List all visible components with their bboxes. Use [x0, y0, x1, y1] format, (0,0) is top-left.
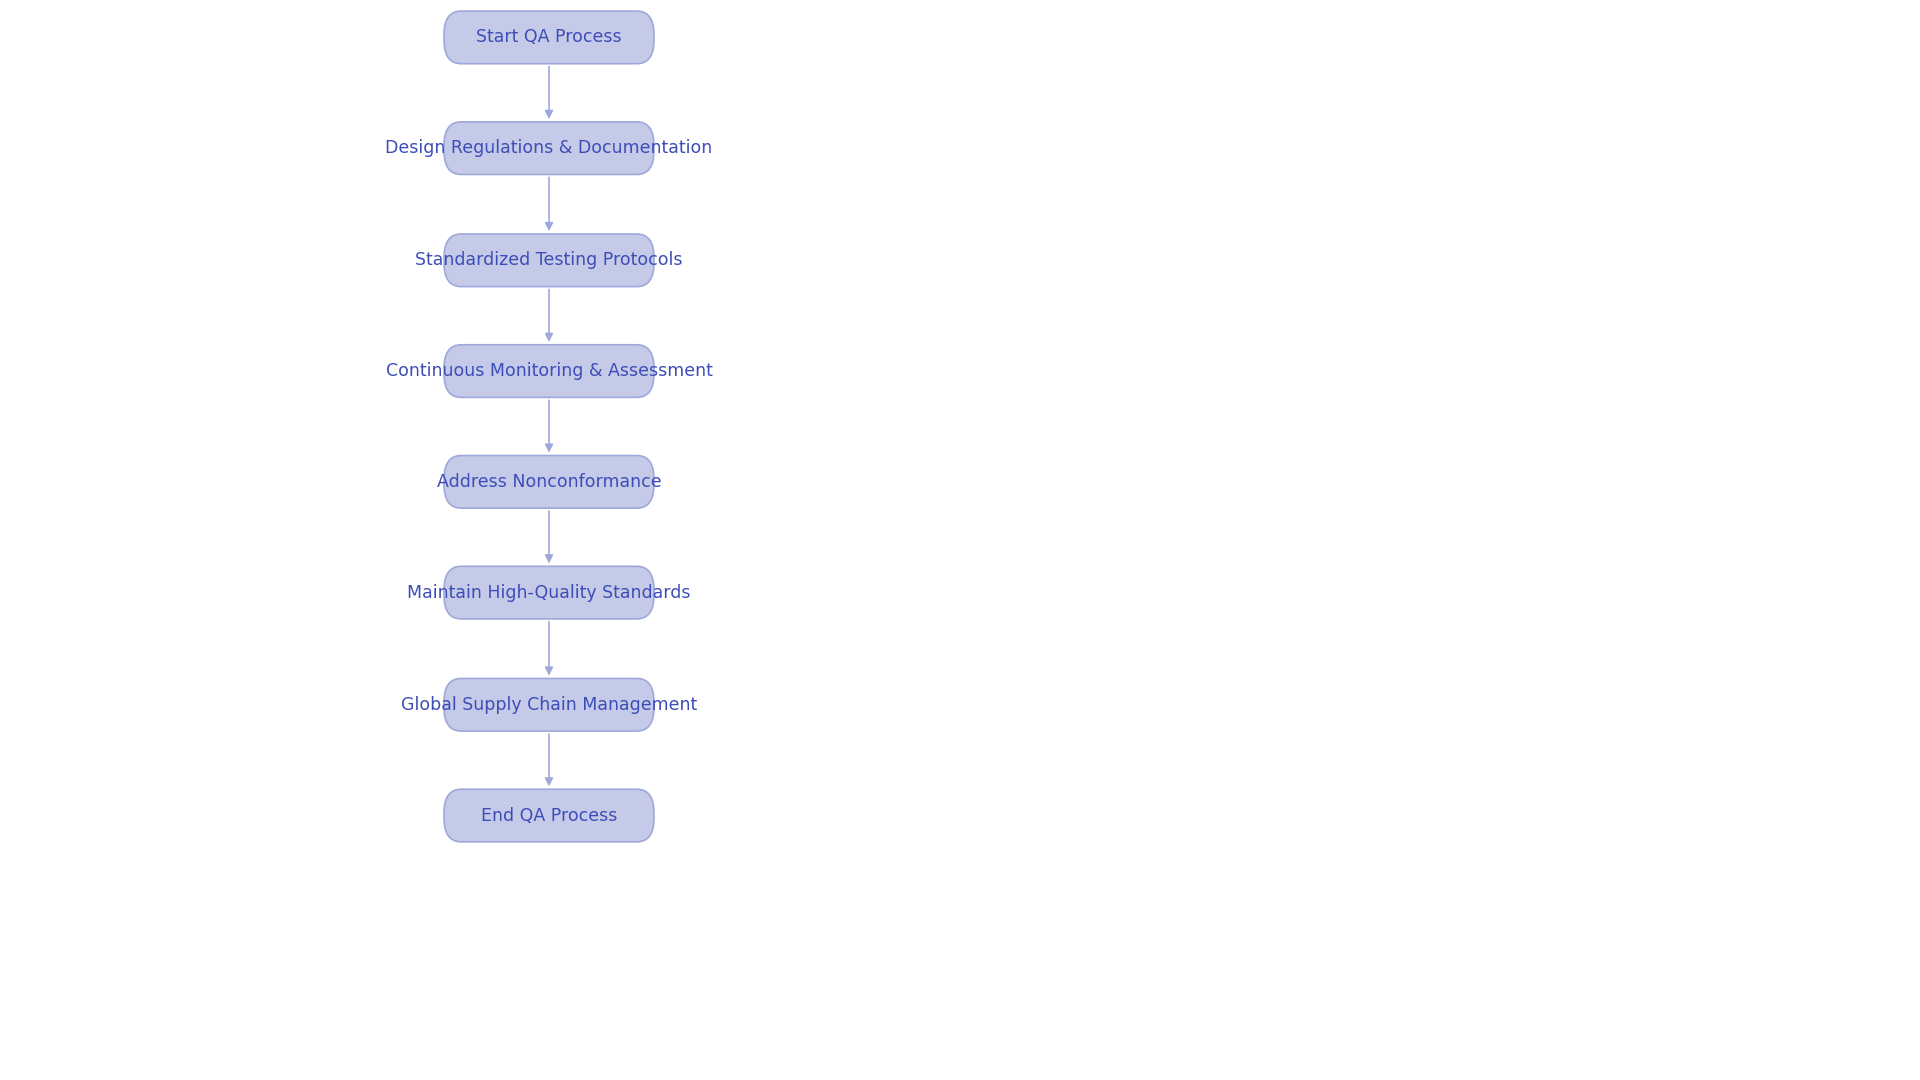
FancyBboxPatch shape	[444, 789, 655, 841]
FancyBboxPatch shape	[444, 122, 655, 175]
Text: Maintain High-Quality Standards: Maintain High-Quality Standards	[407, 583, 691, 602]
Text: End QA Process: End QA Process	[480, 807, 616, 824]
FancyBboxPatch shape	[444, 345, 655, 397]
Text: Address Nonconformance: Address Nonconformance	[436, 473, 660, 490]
FancyBboxPatch shape	[444, 566, 655, 619]
Text: Global Supply Chain Management: Global Supply Chain Management	[401, 696, 697, 714]
FancyBboxPatch shape	[444, 678, 655, 731]
Text: Standardized Testing Protocols: Standardized Testing Protocols	[415, 252, 684, 269]
FancyBboxPatch shape	[444, 456, 655, 509]
Text: Design Regulations & Documentation: Design Regulations & Documentation	[386, 139, 712, 158]
Text: Start QA Process: Start QA Process	[476, 28, 622, 46]
Text: Continuous Monitoring & Assessment: Continuous Monitoring & Assessment	[386, 362, 712, 380]
FancyBboxPatch shape	[444, 234, 655, 286]
FancyBboxPatch shape	[444, 11, 655, 64]
